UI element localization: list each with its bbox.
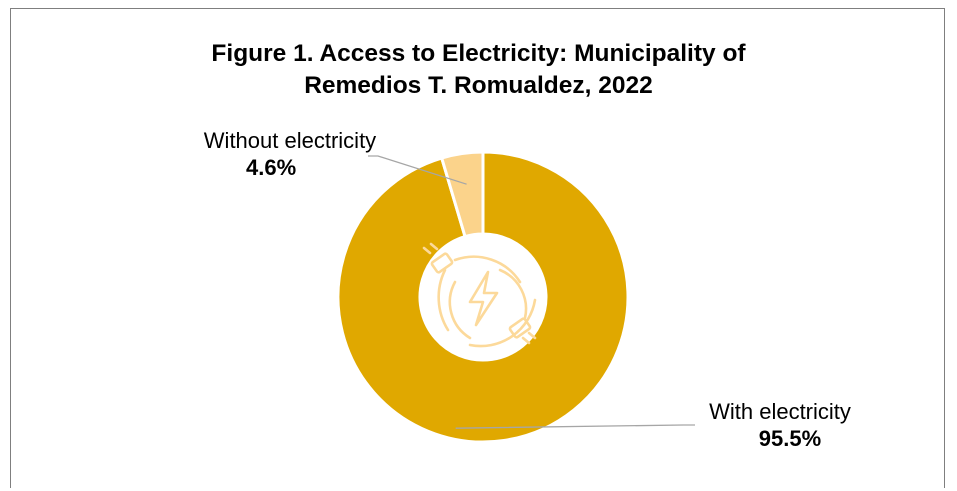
chart-title-line2: Remedios T. Romualdez, 2022 (304, 72, 653, 99)
slice-without-electricity (439, 150, 485, 239)
leader-line-with (455, 424, 695, 429)
chart-frame (10, 8, 945, 488)
slice-label-without: Without electricity 4.6% (150, 127, 430, 181)
slice-value-without: 4.6% (246, 155, 297, 180)
leader-line-without (368, 155, 467, 185)
plug-lightning-icon (422, 242, 537, 348)
slice-label-with: With electricity 95.5% (640, 398, 920, 452)
slice-value-with: 95.5% (758, 426, 822, 451)
slice-name-without: Without electricity (203, 128, 377, 153)
chart-title-line1: Figure 1. Access to Electricity: Municip… (211, 40, 746, 67)
leader-lines (368, 155, 695, 429)
slice-name-with: With electricity (709, 399, 851, 424)
slice-with-electricity (336, 150, 630, 444)
chart-title: Figure 1. Access to Electricity: Municip… (0, 38, 957, 102)
donut-slices (336, 150, 630, 444)
